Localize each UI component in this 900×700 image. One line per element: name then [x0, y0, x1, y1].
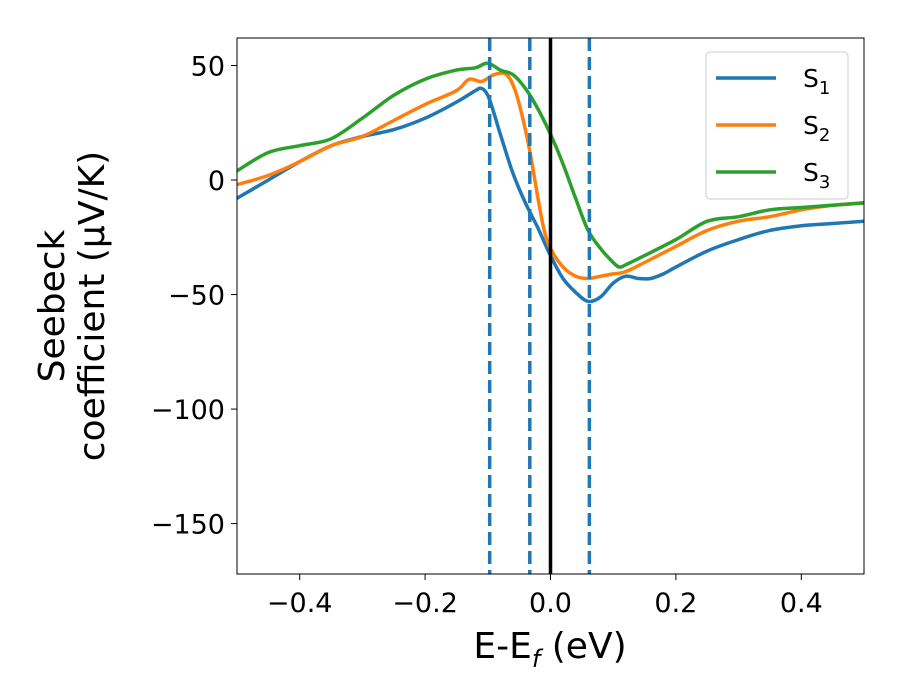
y-axis-label-line1: Seebeck: [32, 229, 73, 382]
y-axis-label: Seebeck coefficient (μV/K): [32, 151, 113, 461]
x-tick-label: 0.2: [654, 588, 697, 619]
series-line-s3: [237, 61, 864, 269]
legend-label-s1: S1: [803, 64, 830, 99]
series-line-s2: [237, 71, 864, 281]
x-axis-label-main: E-E: [473, 626, 531, 667]
y-tick-label: −150: [151, 510, 225, 541]
legend-label-s3: S3: [803, 158, 830, 193]
x-tick-label: 0.0: [529, 588, 572, 619]
x-tick-label: −0.4: [267, 588, 333, 619]
y-tick-label: −100: [151, 395, 225, 426]
reference-lines: [487, 38, 592, 574]
legend-box: [705, 51, 849, 200]
x-axis-label: E-Ef (eV): [473, 626, 626, 673]
legend-entries: S1 S2 S3: [716, 64, 830, 193]
y-tick-label: 50: [191, 51, 225, 82]
legend-label-s2: S2: [803, 111, 830, 146]
y-axis-ticks: 50 0 −50 −100 −150: [151, 51, 237, 541]
x-tick-label: 0.4: [780, 588, 823, 619]
y-tick-label: −50: [168, 281, 225, 312]
legend: S1 S2 S3: [705, 51, 849, 200]
x-axis-label-unit: (eV): [540, 626, 626, 667]
x-axis-ticks: −0.4 −0.2 0.0 0.2 0.4: [267, 574, 823, 619]
x-tick-label: −0.2: [392, 588, 458, 619]
y-axis-label-line2: coefficient (μV/K): [72, 151, 113, 461]
y-tick-label: 0: [208, 166, 225, 197]
